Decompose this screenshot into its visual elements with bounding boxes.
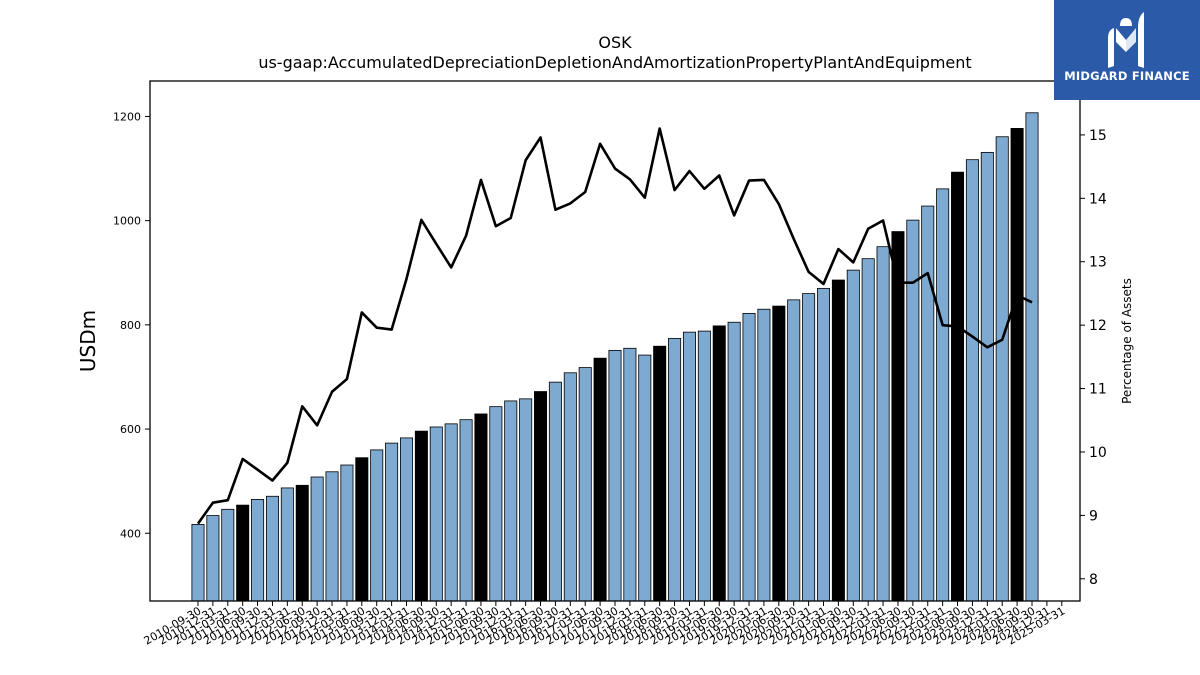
bar [608, 349, 622, 602]
bar [251, 498, 265, 602]
bar [444, 423, 458, 602]
y-tick-label: 400 [120, 527, 141, 540]
bar [504, 400, 518, 602]
bar [623, 347, 637, 602]
bar [221, 508, 235, 602]
bar [653, 345, 667, 602]
bar [459, 419, 473, 602]
y2-axis-label: Percentage of Assets [1120, 278, 1134, 404]
bar [861, 258, 875, 602]
bar [980, 151, 994, 602]
line-group [196, 127, 1033, 525]
y2-tick-label: 15 [1089, 128, 1107, 144]
logo-text: MIDGARD FINANCE [1064, 69, 1190, 83]
bar [206, 515, 220, 602]
bar [1010, 128, 1024, 602]
y2-tick-label: 9 [1089, 508, 1098, 524]
bar [325, 471, 339, 602]
bar [802, 293, 816, 602]
bar [474, 413, 488, 602]
bar [682, 331, 696, 602]
bar [951, 171, 965, 602]
bar [846, 269, 860, 602]
bar [727, 321, 741, 602]
bar [563, 372, 577, 602]
bar [265, 495, 279, 602]
bar [236, 504, 250, 602]
bar [489, 406, 503, 602]
bar [876, 246, 890, 602]
bar [891, 231, 905, 602]
y-axis-right: 8 9 10 11 12 13 14 15 [1080, 128, 1107, 588]
bar [757, 308, 771, 602]
bar [340, 464, 354, 602]
bar [191, 524, 205, 602]
bar [295, 484, 309, 602]
bar [831, 279, 845, 602]
bar [787, 299, 801, 602]
bar [712, 325, 726, 602]
y-axis-label: USDm [76, 310, 100, 372]
bars-group [191, 112, 1039, 602]
bar [742, 312, 756, 602]
bar [429, 426, 443, 602]
chart-title: OSK [598, 33, 632, 52]
bar [965, 159, 979, 602]
bar [936, 188, 950, 602]
y2-tick-label: 11 [1089, 382, 1107, 398]
bar [772, 305, 786, 602]
midgard-logo-icon [1108, 12, 1144, 68]
x-axis: 2010-09-302010-12-312011-03-312011-06-30… [142, 601, 1067, 648]
bar [816, 287, 831, 602]
series-line [196, 127, 1033, 525]
y-tick-label: 800 [120, 319, 141, 332]
y2-tick-label: 12 [1089, 318, 1107, 334]
bar [921, 205, 935, 602]
bar [310, 476, 324, 602]
bar [1025, 112, 1039, 602]
bar [906, 219, 920, 602]
bar [534, 391, 548, 602]
bar [638, 354, 652, 602]
y2-tick-label: 10 [1089, 445, 1107, 461]
bar [668, 337, 682, 602]
bar [385, 442, 399, 602]
bar [370, 449, 384, 602]
y-tick-label: 1200 [113, 110, 141, 123]
brand-logo: MIDGARD FINANCE [1054, 0, 1200, 100]
y-tick-label: 600 [120, 423, 141, 436]
bar [280, 487, 294, 602]
y2-tick-label: 8 [1089, 572, 1098, 588]
y-axis-left: 400 600 800 1000 1200 [113, 110, 150, 540]
y2-tick-label: 13 [1089, 255, 1107, 271]
y-tick-label: 1000 [113, 215, 141, 228]
bar [697, 330, 711, 602]
chart-subtitle: us-gaap:AccumulatedDepreciationDepletion… [258, 53, 971, 72]
bar [519, 398, 533, 602]
y2-tick-label: 14 [1089, 191, 1107, 207]
bar [399, 437, 414, 602]
bar [355, 457, 369, 602]
bar [995, 136, 1009, 602]
bar [548, 381, 562, 602]
bar [414, 430, 428, 602]
bar [593, 357, 607, 602]
bar [578, 367, 592, 602]
